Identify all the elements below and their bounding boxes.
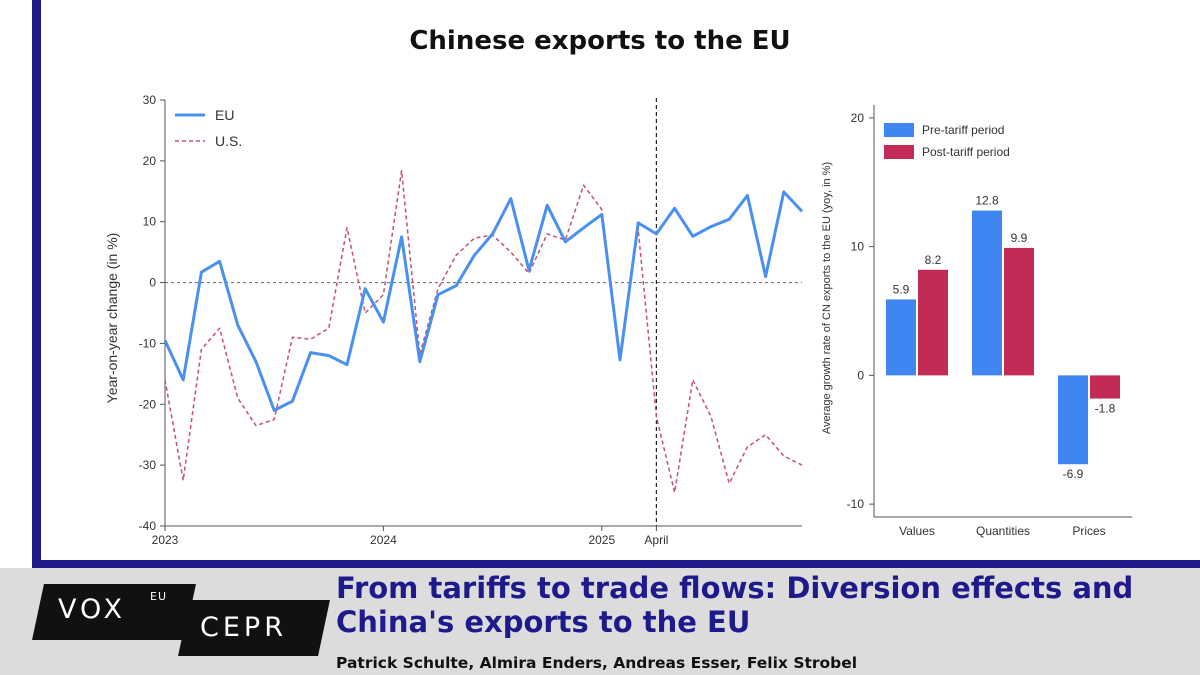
bar-chart-y-axis-label: Average growth rate of CN exports to the… xyxy=(821,162,833,434)
bar-data-label: 5.9 xyxy=(893,282,910,296)
bar-data-label: -6.9 xyxy=(1063,467,1084,481)
bar-prices-post xyxy=(1090,375,1120,399)
bar-chart-y-tick-label: -10 xyxy=(847,497,865,511)
series-line-us xyxy=(164,169,803,494)
bar-category-label: Prices xyxy=(1072,524,1105,538)
vox-logo-text: VOX xyxy=(58,594,127,625)
line-chart-y-tick-label: -10 xyxy=(139,336,157,350)
bar-chart: -10 0 10 20 5.9 8.2 Values 12.8 9.9 Quantities -6… xyxy=(821,105,1132,538)
legend-label-eu: EU xyxy=(215,107,234,123)
line-chart-x-tick-label: 2023 xyxy=(152,533,179,547)
bar-chart-y-tick-label: 0 xyxy=(857,368,864,382)
bar-data-label: -1.8 xyxy=(1095,402,1116,416)
brand-bottom-bar xyxy=(32,560,1200,568)
line-chart-y-tick-label: 20 xyxy=(143,154,157,168)
bar-values-pre xyxy=(886,299,916,376)
bar-chart-y-tick-label: 10 xyxy=(851,240,865,254)
bar-chart-y-tick-label: 20 xyxy=(851,111,865,125)
line-chart-x-tick-label: April xyxy=(644,533,668,547)
vox-logo-eu-superscript: EU xyxy=(150,590,168,603)
bar-quantities-pre xyxy=(972,210,1002,376)
line-chart-y-axis-label: Year-on-year change (in %) xyxy=(104,233,120,404)
legend-label-pre-tariff: Pre-tariff period xyxy=(922,123,1004,137)
line-chart-y-tick-label: 10 xyxy=(143,215,157,229)
legend-label-us: U.S. xyxy=(215,133,242,149)
line-chart-y-tick-label: 30 xyxy=(143,93,157,107)
line-chart-x-tick-label: 2024 xyxy=(370,533,397,547)
line-chart-x-tick-label: 2025 xyxy=(588,533,615,547)
bar-category-label: Values xyxy=(899,524,935,538)
line-chart-y-tick-label: -20 xyxy=(139,397,157,411)
brand-left-bar xyxy=(32,0,41,568)
bar-data-label: 8.2 xyxy=(925,253,942,267)
bar-quantities-post xyxy=(1004,247,1034,376)
article-title[interactable]: From tariffs to trade flows: Diversion e… xyxy=(336,571,1134,639)
chart-panel: Chinese exports to the EU -40 -30 -20 -10 0 1… xyxy=(0,0,1200,568)
line-chart-y-tick-label: 0 xyxy=(149,276,156,290)
bar-category-label: Quantities xyxy=(976,524,1030,538)
cepr-logo-text: CEPR xyxy=(200,612,287,643)
line-chart-y-tick-label: -30 xyxy=(139,458,157,472)
series-line-eu xyxy=(163,190,804,412)
bar-prices-pre xyxy=(1058,375,1088,465)
chart-title: Chinese exports to the EU xyxy=(409,26,791,56)
bar-data-label: 12.8 xyxy=(975,194,999,208)
legend-label-post-tariff: Post-tariff period xyxy=(922,145,1010,159)
legend-swatch-post-tariff xyxy=(884,145,914,159)
bar-data-label: 9.9 xyxy=(1011,231,1028,245)
line-chart-y-tick-label: -40 xyxy=(139,519,157,533)
legend-swatch-pre-tariff xyxy=(884,123,914,137)
article-authors: Patrick Schulte, Almira Enders, Andreas … xyxy=(336,654,858,672)
bar-values-post xyxy=(918,269,948,376)
line-chart: -40 -30 -20 -10 0 10 20 30 2023 2024 2025 April EU U… xyxy=(104,93,804,547)
